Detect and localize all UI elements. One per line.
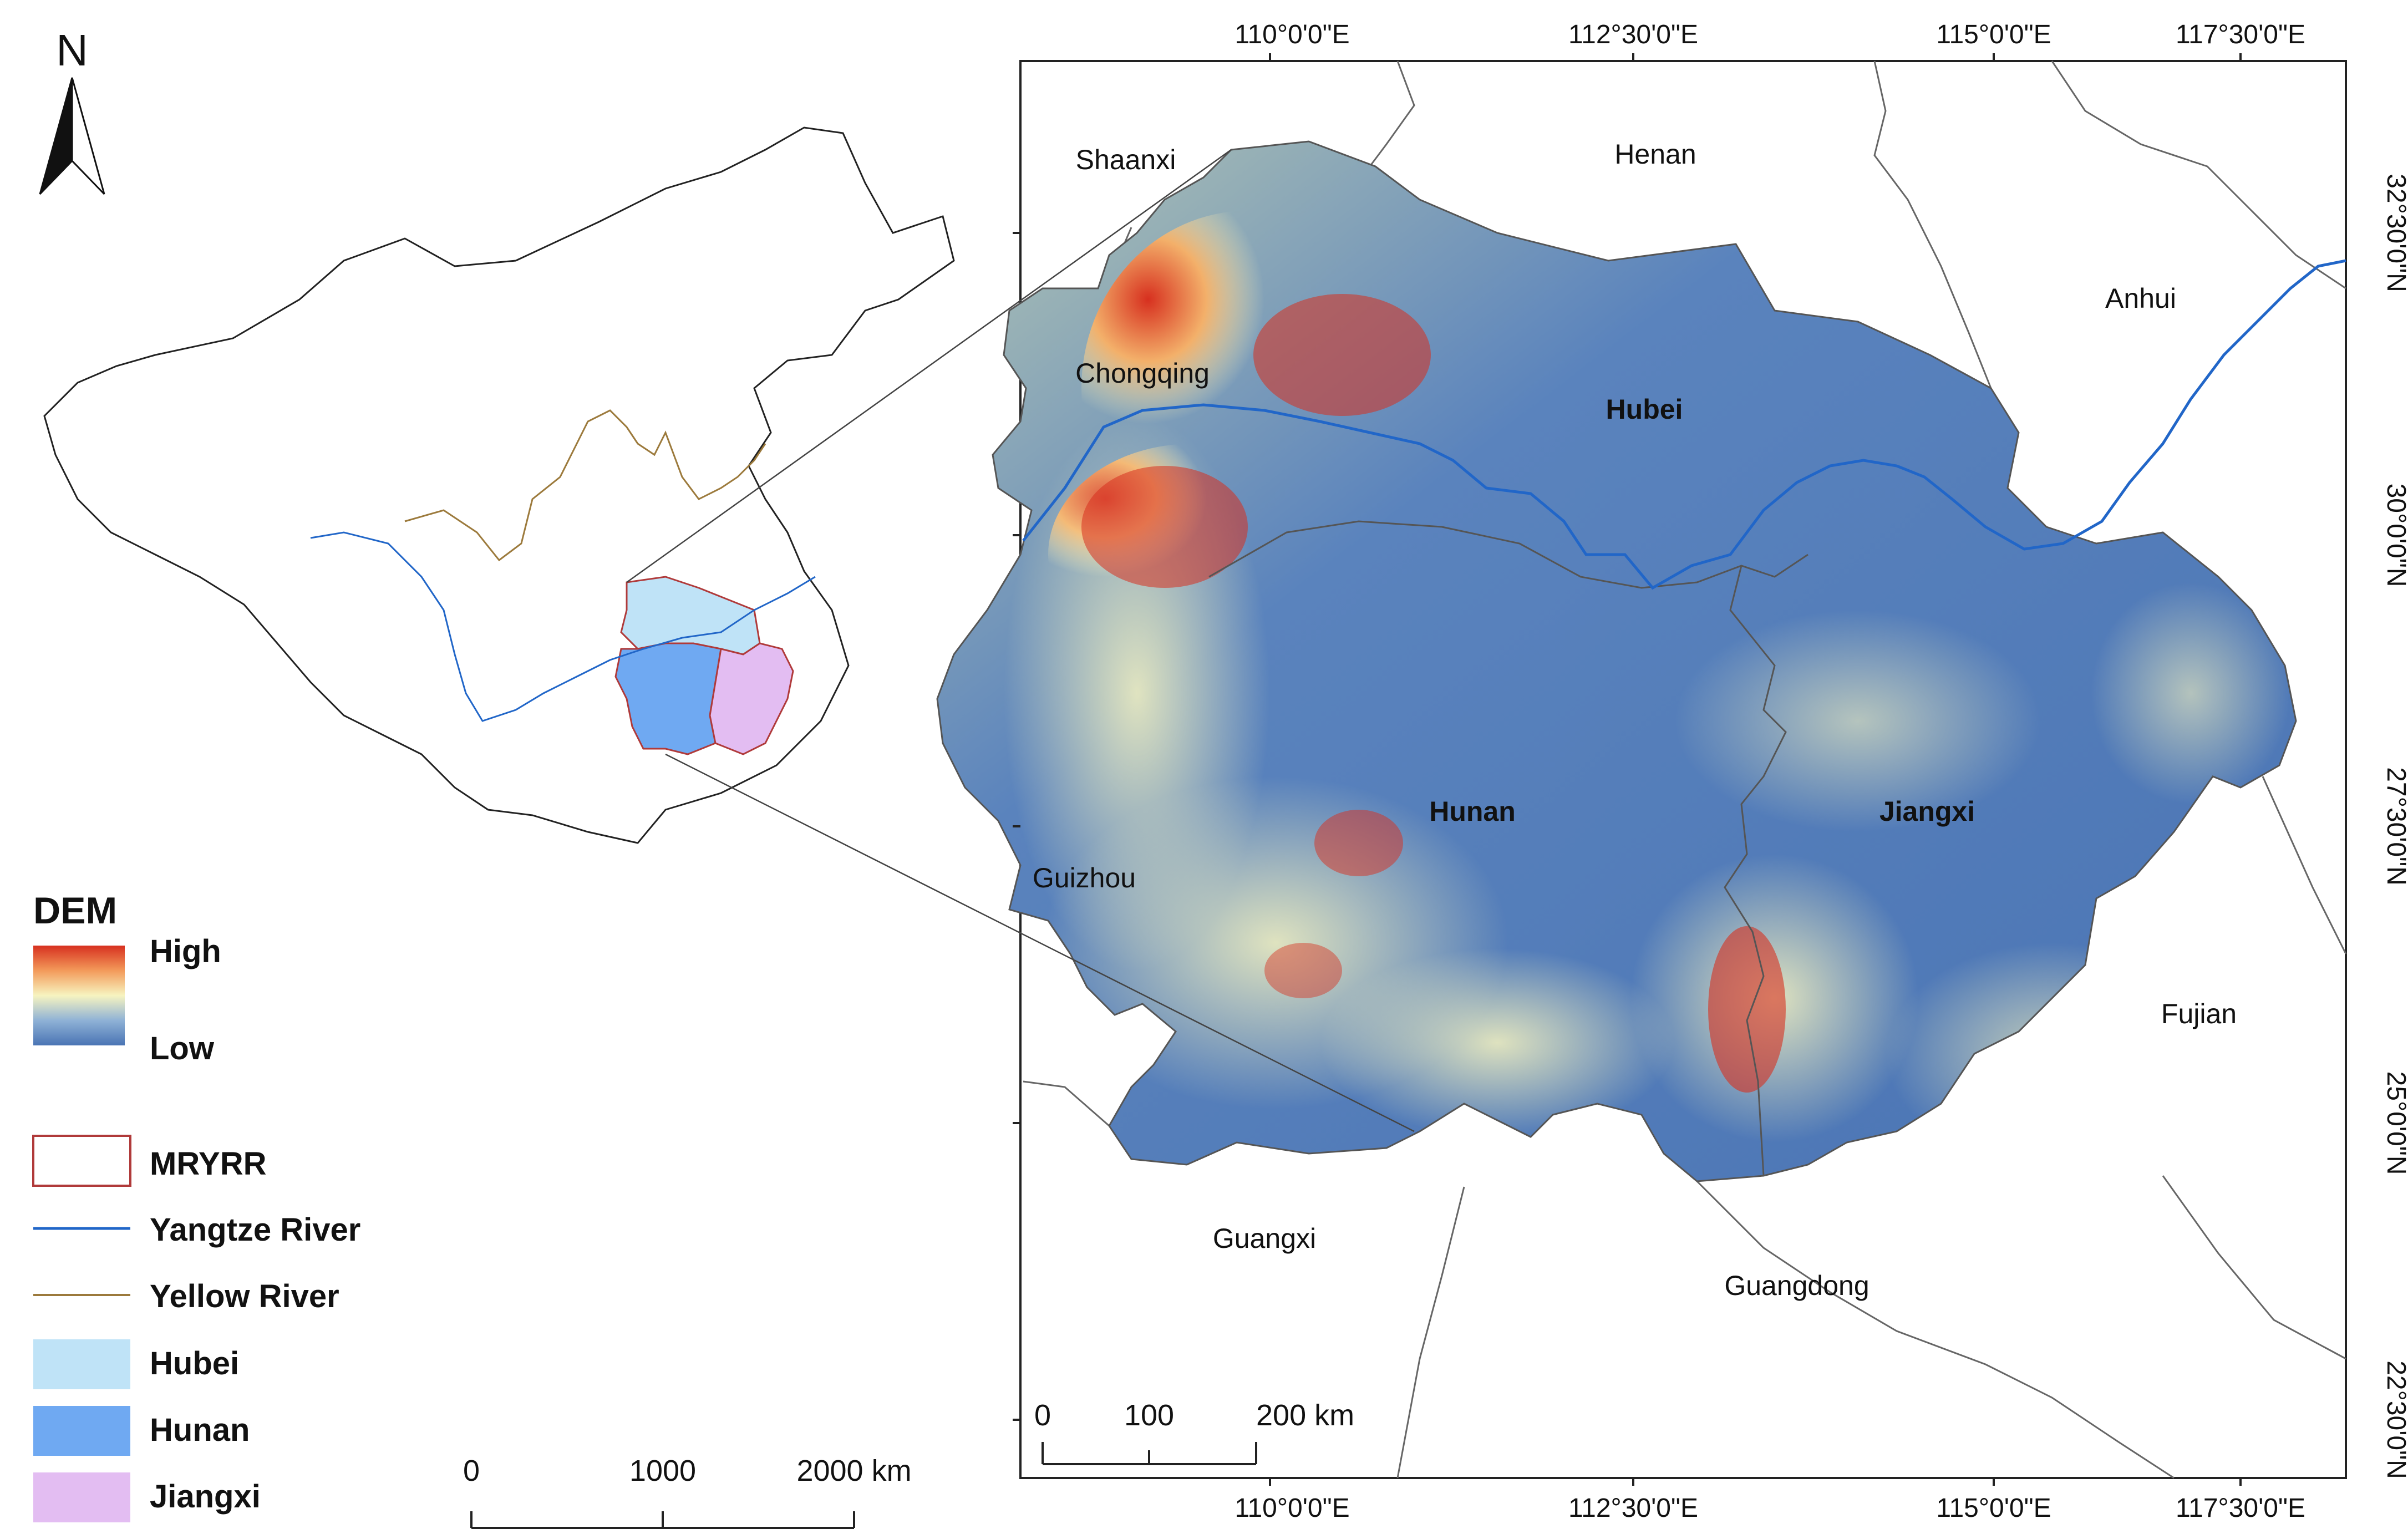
dem-legend-high: High [150, 933, 221, 969]
graticule-top-label: 112°30'0"E [1568, 20, 1698, 49]
yangtze-river-detail [1022, 259, 2346, 590]
province-label-henan: Henan [1614, 139, 1696, 170]
graticule-right-label: 32°30'0"N [2381, 174, 2408, 292]
yellow-river-overview [404, 409, 766, 562]
north-arrow: N [39, 26, 105, 195]
province-label-anhui: Anhui [2105, 283, 2176, 314]
jiangxi-fill [709, 642, 794, 755]
province-label-guizhou: Guizhou [1033, 862, 1136, 893]
detail-scalebar-tick-0: 0 [1034, 1399, 1051, 1432]
graticule-bottom-label: 115°0'0"E [1936, 1494, 2051, 1523]
graticule-right-label: 25°0'0"N [2381, 1071, 2408, 1175]
graticule-top-label: 110°0'0"E [1235, 20, 1349, 49]
legend-label-jiangxi: Jiangxi [150, 1479, 261, 1515]
legend-label-yellow-river: Yellow River [150, 1278, 339, 1314]
legend-swatch-mryrr [32, 1135, 131, 1187]
graticule-right-label: 27°30'0"N [2381, 767, 2408, 886]
province-label-guangdong: Guangdong [1724, 1270, 1869, 1301]
legend-swatch-jiangxi [33, 1472, 130, 1522]
overview-scalebar-tick-2: 2000 km [796, 1454, 911, 1487]
overview-scalebar-tick-0: 0 [463, 1454, 480, 1487]
north-arrow-left-half [39, 77, 73, 195]
province-label-hubei: Hubei [1606, 394, 1683, 425]
graticule-right-label: 30°0'0"N [2381, 484, 2408, 587]
overview-scalebar: 0 1000 2000 km [463, 1454, 912, 1529]
province-label-chongqing: Chongqing [1075, 358, 1210, 389]
dem-legend-title: DEM [33, 890, 117, 932]
province-label-jiangxi: Jiangxi [1879, 796, 1975, 827]
hunan-fill [614, 642, 722, 755]
province-label-guangxi: Guangxi [1213, 1223, 1316, 1254]
legend-label-hubei: Hubei [150, 1345, 239, 1381]
province-label-hunan: Hunan [1429, 796, 1516, 827]
study-region-boundaries [936, 140, 2297, 1182]
legend-swatch-hubei [33, 1339, 130, 1389]
graticule-bottom-label: 112°30'0"E [1568, 1494, 1698, 1523]
china-outline [43, 126, 955, 844]
dem-legend-low: Low [150, 1030, 215, 1066]
graticule-right-label: 22°30'0"N [2381, 1360, 2408, 1479]
legend-label-yangtze: Yangtze River [150, 1212, 360, 1248]
legend-swatch-hunan [33, 1406, 130, 1456]
north-arrow-label: N [56, 26, 88, 75]
detail-scalebar-tick-1: 100 [1124, 1399, 1174, 1432]
province-label-shaanxi: Shaanxi [1076, 144, 1176, 175]
zoom-connector-lines [626, 149, 1415, 1132]
feature-legend: MRYRR Yangtze River Yellow River Hubei H… [32, 1135, 360, 1522]
detail-scalebar-tick-2: 200 km [1256, 1399, 1354, 1432]
graticule-ticks [1013, 53, 2242, 1486]
north-arrow-right-half [71, 77, 105, 195]
graticule-top-label: 117°30'0"E [2176, 20, 2305, 49]
graticule-top-label: 115°0'0"E [1936, 20, 2051, 49]
graticule-bottom-label: 117°30'0"E [2176, 1494, 2305, 1523]
detail-scalebar: 0 100 200 km [1034, 1399, 1354, 1465]
yangtze-river-overview [310, 531, 816, 722]
overview-scalebar-tick-1: 1000 [629, 1454, 696, 1487]
legend-label-hunan: Hunan [150, 1412, 250, 1448]
dem-color-ramp [33, 946, 125, 1045]
graticule-bottom-label: 110°0'0"E [1235, 1494, 1349, 1523]
province-label-fujian: Fujian [2161, 998, 2237, 1029]
legend-label-mryrr: MRYRR [150, 1146, 267, 1182]
dem-legend: DEM High Low [33, 890, 221, 1066]
overview-map [43, 126, 955, 844]
